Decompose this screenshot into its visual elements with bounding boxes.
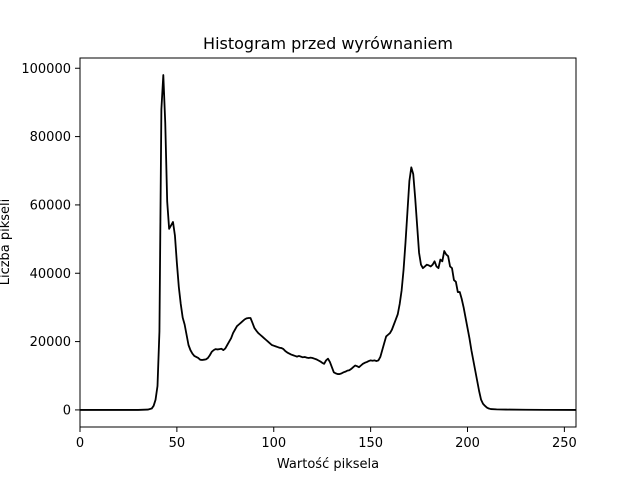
series-line-0 [80,74,577,411]
y-tick-label: 20000 [30,335,71,350]
x-tick-label: 50 [169,436,186,451]
x-tick-label: 0 [76,436,84,451]
y-tick-label: 100000 [21,62,71,77]
x-tick-label: 100 [261,436,286,451]
plot-frame [79,57,577,428]
y-tick-label: 40000 [30,267,71,282]
chart-title: Histogram przed wyrównaniem [203,34,453,53]
x-tick-label: 200 [455,436,480,451]
y-tick-label: 60000 [30,198,71,213]
x-tick-label: 250 [552,436,577,451]
x-tick-label: 150 [358,436,383,451]
y-tick-label: 0 [63,403,71,418]
y-tick-label: 80000 [30,130,71,145]
y-axis-title: Liczba pikseli [0,199,13,286]
plot-layer [79,57,577,428]
ticks-layer: 0 50 100 150 200 250 0 20000 40000 60000 80000 1000… [21,62,576,451]
x-axis-title: Wartość piksela [277,457,379,472]
